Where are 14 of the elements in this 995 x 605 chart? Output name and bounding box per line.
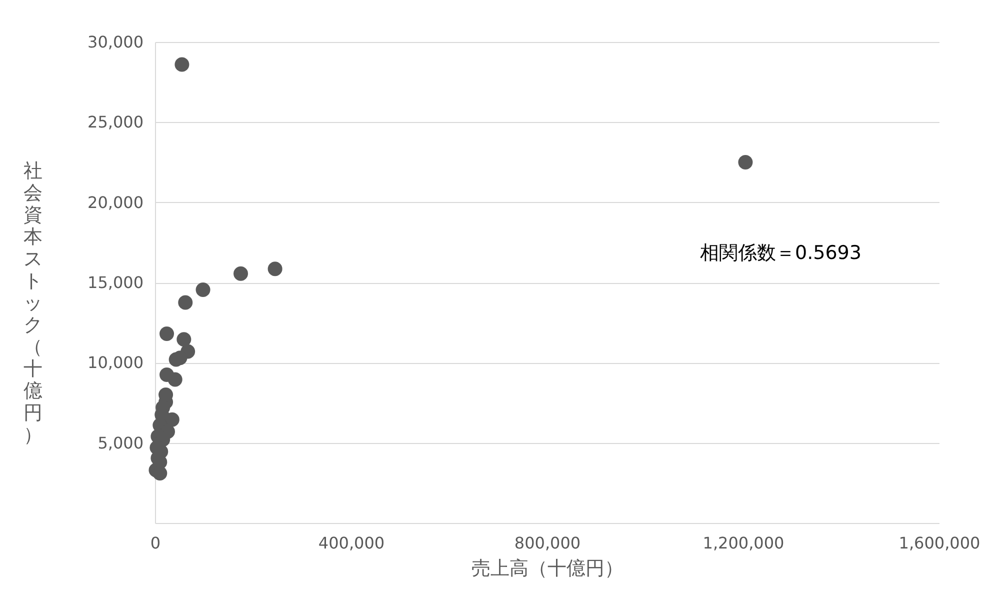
y-tick-label: 30,000: [88, 32, 144, 52]
y-tick-label: 15,000: [88, 273, 144, 292]
y-tick-label: 10,000: [88, 353, 144, 372]
x-tick-label: 1,600,000: [898, 534, 980, 552]
x-tick-label: 1,200,000: [702, 534, 784, 552]
x-tick-label: 800,000: [514, 534, 581, 552]
y-tick-label: 5,000: [98, 433, 144, 452]
x-tick-label: 0: [150, 534, 161, 552]
annotation: 相関係数＝0.5693: [700, 242, 862, 264]
y-tick-label: 25,000: [88, 112, 144, 132]
x-tick-label: 400,000: [318, 534, 385, 552]
y-tick-label: 20,000: [88, 192, 144, 212]
x-axis-title: 売上高（十億円）: [472, 558, 624, 580]
text: 社会資本ストック（十億円）: [24, 160, 42, 446]
